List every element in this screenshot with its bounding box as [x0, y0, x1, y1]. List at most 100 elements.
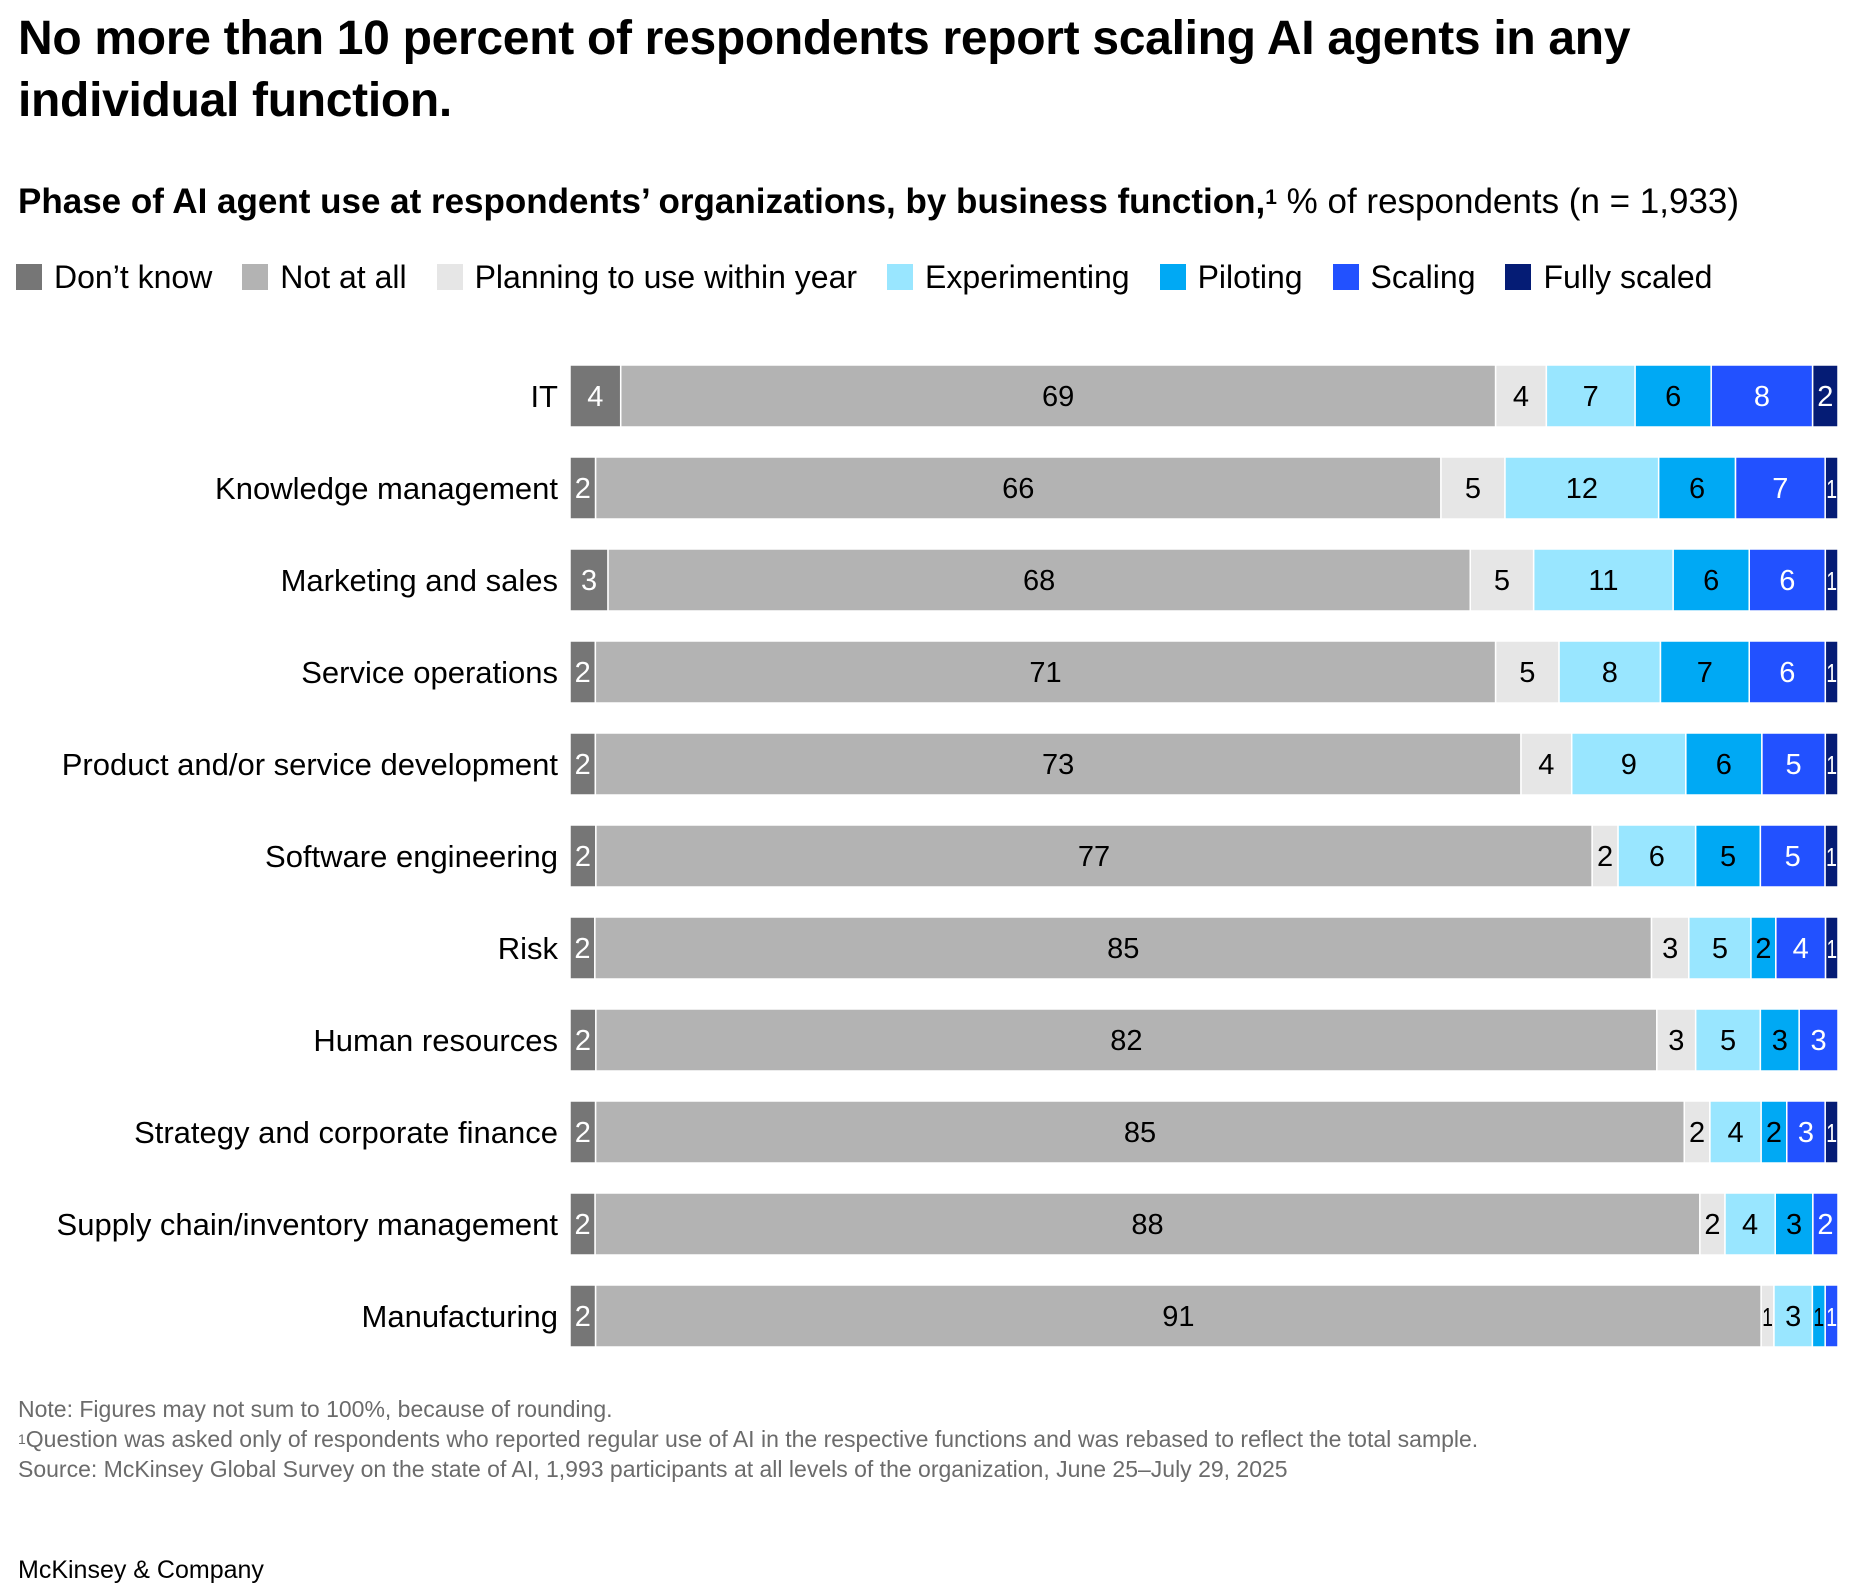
bar-row-human-resources: Human resources 2 82 3 5 3 3	[313, 1008, 1839, 1072]
bar-segment-fully-scaled	[1824, 1100, 1839, 1164]
legend-item-fully-scaled: Fully scaled	[1505, 259, 1712, 296]
category-label: Knowledge management	[215, 471, 558, 506]
bar-segment-don-t-know	[569, 1100, 597, 1164]
legend-label: Scaling	[1370, 258, 1476, 295]
data-label: 3	[1772, 1025, 1788, 1057]
data-label: 69	[1042, 381, 1074, 413]
data-label: 2	[1597, 841, 1613, 873]
bar-segment-fully-scaled	[1824, 732, 1839, 796]
source-text: Source: McKinsey Global Survey on the st…	[18, 1456, 1288, 1482]
bar-segment-not-at-all	[619, 364, 1497, 428]
chart-title: No more than 10 percent of respondents r…	[18, 12, 1631, 127]
data-label: 82	[1110, 1025, 1142, 1057]
bar-segment-planning-to-use-within-year	[1440, 456, 1506, 520]
bar-segment-piloting	[1685, 732, 1763, 796]
data-label: 5	[1494, 565, 1510, 597]
data-label: 2	[1704, 1209, 1720, 1241]
bar-segment-piloting	[1774, 1192, 1814, 1256]
data-label: 1	[1826, 750, 1837, 780]
bar-segment-fully-scaled	[1824, 640, 1839, 704]
bar-segment-don-t-know	[569, 364, 622, 428]
data-label: 1	[1762, 1302, 1773, 1332]
bar-segment-don-t-know	[569, 456, 597, 520]
data-label: 1	[1827, 934, 1837, 964]
data-label: 85	[1124, 1117, 1156, 1149]
legend-swatch-fully-scaled	[1505, 264, 1532, 290]
data-label: 3	[1785, 1301, 1801, 1333]
data-label: 4	[1513, 381, 1529, 413]
bar-segment-planning-to-use-within-year	[1469, 548, 1535, 612]
bar-segment-don-t-know	[569, 1008, 597, 1072]
data-label: 8	[1754, 381, 1770, 413]
data-label: 6	[1703, 565, 1719, 597]
data-label: 5	[1720, 841, 1736, 873]
legend-item-planning-to-use-within-year: Planning to use within year	[436, 259, 857, 296]
data-label: 1	[1826, 658, 1837, 688]
footnote-marker: 1	[18, 1431, 26, 1447]
bar-segment-piloting	[1759, 1008, 1800, 1072]
bar-segment-planning-to-use-within-year	[1683, 1100, 1711, 1164]
data-label: 1	[1826, 842, 1837, 872]
data-label: 1	[1826, 474, 1837, 504]
data-label: 2	[1766, 1117, 1782, 1149]
bar-segment-planning-to-use-within-year	[1656, 1008, 1697, 1072]
data-label: 3	[1811, 1025, 1827, 1057]
data-label: 68	[1023, 565, 1055, 597]
footnote-text: Question was asked only of respondents w…	[25, 1426, 1479, 1452]
legend-label: Don’t know	[54, 258, 213, 295]
note-text: Note: Figures may not sum to 100%, becau…	[18, 1396, 613, 1422]
bar-row-marketing-and-sales: Marketing and sales 3 68 5 11 6 6 1	[281, 548, 1839, 612]
legend-swatch-experimenting	[887, 264, 914, 290]
bar-segment-not-at-all	[594, 732, 1522, 796]
data-label: 2	[575, 1117, 591, 1149]
data-label: 4	[587, 381, 603, 413]
data-label: 3	[581, 565, 597, 597]
legend-item-not-at-all: Not at all	[242, 259, 407, 296]
legend-item-piloting: Piloting	[1159, 259, 1303, 296]
data-label: 71	[1029, 657, 1061, 689]
bar-row-it: IT 4 69 4 7 6 8 2	[530, 364, 1839, 428]
bar-row-knowledge-management: Knowledge management 2 66 5 12 6 7 1	[215, 456, 1839, 520]
data-label: 5	[1786, 749, 1802, 781]
data-label: 2	[575, 749, 591, 781]
category-label: Strategy and corporate finance	[134, 1115, 558, 1150]
bar-segment-not-at-all	[594, 1284, 1762, 1348]
bar-row-manufacturing: Manufacturing 2 91 1 3 1 1	[362, 1284, 1839, 1348]
data-label: 2	[1755, 933, 1771, 965]
bar-row-supply-chain-inventory-management: Supply chain/inventory management 2 88 2 4 3 2	[57, 1192, 1839, 1256]
bar-segment-not-at-all	[594, 1100, 1686, 1164]
chart-subtitle: Phase of AI agent use at respondents’ or…	[18, 180, 1739, 224]
bar-row-service-operations: Service operations 2 71 5 8 7 6 1	[301, 640, 1839, 704]
data-label: 3	[1798, 1117, 1814, 1149]
data-label: 4	[1793, 933, 1809, 965]
bar-segment-don-t-know	[569, 548, 609, 612]
data-label: 2	[575, 841, 591, 873]
data-label: 11	[1588, 565, 1618, 597]
data-label: 5	[1712, 933, 1728, 965]
bar-segment-don-t-know	[569, 916, 596, 980]
legend-swatch-scaling	[1332, 264, 1359, 290]
legend-item-scaling: Scaling	[1332, 258, 1476, 296]
bar-row-strategy-and-corporate-finance: Strategy and corporate finance 2 85 2 4 2 3 1	[134, 1100, 1839, 1164]
bar-segment-scaling	[1812, 1192, 1839, 1256]
bar-segment-scaling	[1786, 1100, 1826, 1164]
bar-segment-not-at-all	[595, 824, 1593, 888]
data-label: 77	[1078, 841, 1110, 873]
bar-segment-not-at-all	[607, 548, 1472, 612]
data-label: 2	[575, 473, 591, 505]
bar-segment-scaling	[1798, 1008, 1839, 1072]
data-label: 8	[1602, 657, 1618, 689]
bar-segment-experimenting	[1773, 1284, 1814, 1348]
bar-segment-piloting	[1657, 456, 1737, 520]
bar-segment-not-at-all	[595, 1008, 1658, 1072]
data-label: 5	[1519, 657, 1535, 689]
bar-row-product-and-or-service-development: Product and/or service development 2 73 4 9 6…	[62, 732, 1839, 796]
bar-segment-fully-scaled	[1811, 364, 1839, 428]
bar-segment-not-at-all	[594, 456, 1442, 520]
data-label: 4	[1538, 749, 1554, 781]
data-label: 2	[575, 1025, 591, 1057]
brand-logo-text: McKinsey & Company	[18, 1556, 264, 1584]
bar-segment-piloting	[1694, 824, 1762, 888]
bar-segment-planning-to-use-within-year	[1520, 732, 1573, 796]
